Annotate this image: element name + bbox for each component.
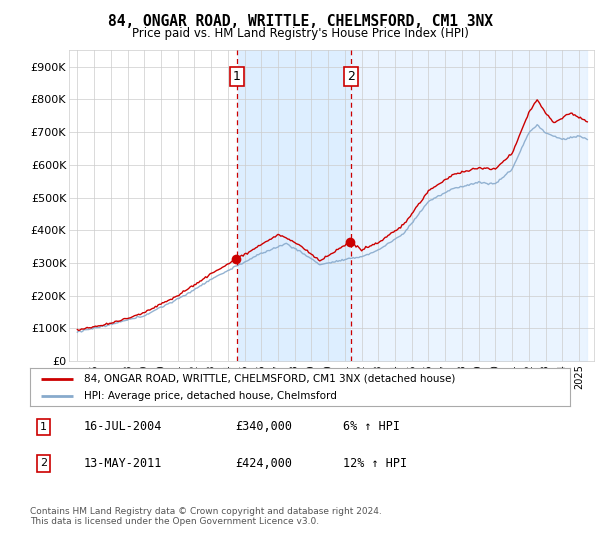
Text: 12% ↑ HPI: 12% ↑ HPI <box>343 457 407 470</box>
Text: 16-JUL-2004: 16-JUL-2004 <box>84 421 163 433</box>
Text: 2: 2 <box>40 459 47 468</box>
Text: 84, ONGAR ROAD, WRITTLE, CHELMSFORD, CM1 3NX: 84, ONGAR ROAD, WRITTLE, CHELMSFORD, CM1… <box>107 14 493 29</box>
Text: £340,000: £340,000 <box>235 421 292 433</box>
Text: Contains HM Land Registry data © Crown copyright and database right 2024.
This d: Contains HM Land Registry data © Crown c… <box>30 507 382 526</box>
Text: 2: 2 <box>347 70 355 83</box>
Text: Price paid vs. HM Land Registry's House Price Index (HPI): Price paid vs. HM Land Registry's House … <box>131 27 469 40</box>
Text: 6% ↑ HPI: 6% ↑ HPI <box>343 421 400 433</box>
Text: 1: 1 <box>40 422 47 432</box>
Text: 84, ONGAR ROAD, WRITTLE, CHELMSFORD, CM1 3NX (detached house): 84, ONGAR ROAD, WRITTLE, CHELMSFORD, CM1… <box>84 374 455 384</box>
Text: £424,000: £424,000 <box>235 457 292 470</box>
Text: HPI: Average price, detached house, Chelmsford: HPI: Average price, detached house, Chel… <box>84 391 337 401</box>
Text: 13-MAY-2011: 13-MAY-2011 <box>84 457 163 470</box>
Text: 1: 1 <box>233 70 241 83</box>
